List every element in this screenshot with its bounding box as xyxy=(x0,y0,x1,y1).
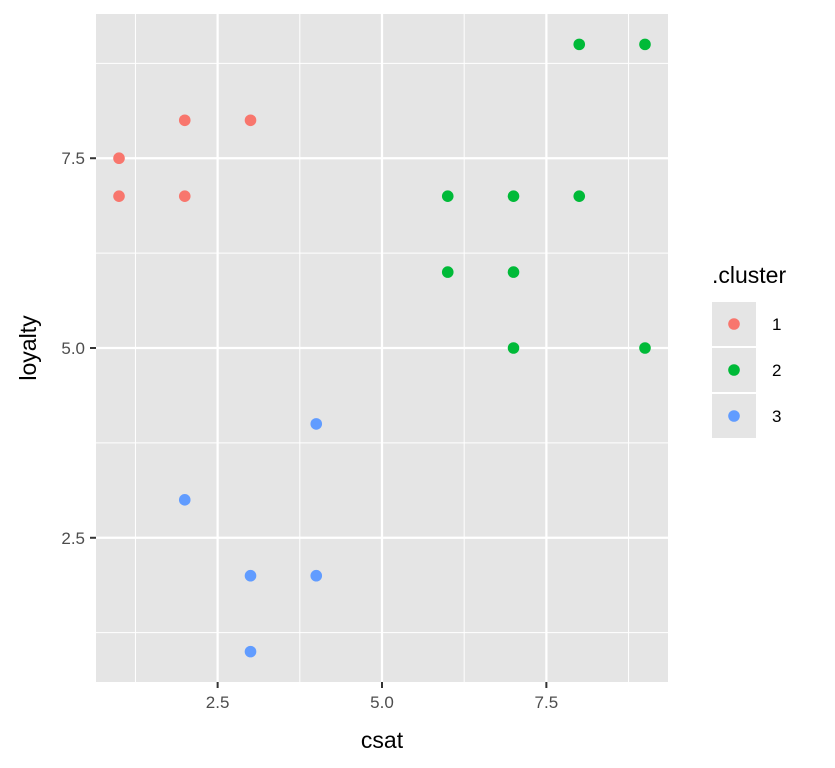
legend-label-2: 2 xyxy=(772,361,781,380)
data-point-cluster-2 xyxy=(441,190,454,202)
data-point-cluster-3 xyxy=(310,569,323,582)
x-tick-label: 2.5 xyxy=(206,693,230,712)
data-point-cluster-1 xyxy=(178,190,191,202)
data-point-cluster-1 xyxy=(113,190,125,202)
data-point-cluster-3 xyxy=(244,569,257,582)
data-point-cluster-2 xyxy=(507,190,520,202)
data-point-cluster-1 xyxy=(244,114,257,127)
y-axis: 2.5 5.0 7.5 xyxy=(61,149,96,548)
data-point-cluster-3 xyxy=(310,418,323,430)
data-point-cluster-1 xyxy=(113,152,125,165)
x-axis-title: csat xyxy=(361,727,404,753)
x-axis: 2.5 5.0 7.5 xyxy=(206,682,558,712)
x-tick-label: 5.0 xyxy=(370,693,394,712)
y-axis-title: loyalty xyxy=(15,315,41,381)
legend-marker-3 xyxy=(728,410,740,422)
data-point-cluster-2 xyxy=(573,38,586,51)
data-point-cluster-2 xyxy=(639,38,651,51)
legend-label-3: 3 xyxy=(772,407,781,426)
data-point-cluster-3 xyxy=(244,645,257,658)
legend-title: .cluster xyxy=(712,262,786,288)
data-point-cluster-2 xyxy=(639,342,651,354)
legend-label-1: 1 xyxy=(772,315,781,334)
legend-marker-1 xyxy=(728,318,740,330)
x-tick-label: 7.5 xyxy=(535,693,559,712)
data-point-cluster-1 xyxy=(178,114,191,127)
data-point-cluster-2 xyxy=(441,266,454,278)
grid-major xyxy=(96,14,668,682)
legend-marker-2 xyxy=(728,364,740,376)
y-tick-label: 2.5 xyxy=(61,529,85,548)
data-point-cluster-2 xyxy=(507,266,520,278)
data-point-cluster-3 xyxy=(178,494,191,506)
data-points xyxy=(113,38,651,658)
legend: .cluster 1 2 3 xyxy=(712,262,786,438)
y-tick-label: 5.0 xyxy=(61,339,85,358)
data-point-cluster-2 xyxy=(573,190,586,202)
data-point-cluster-2 xyxy=(507,342,520,354)
y-tick-label: 7.5 xyxy=(61,149,85,168)
